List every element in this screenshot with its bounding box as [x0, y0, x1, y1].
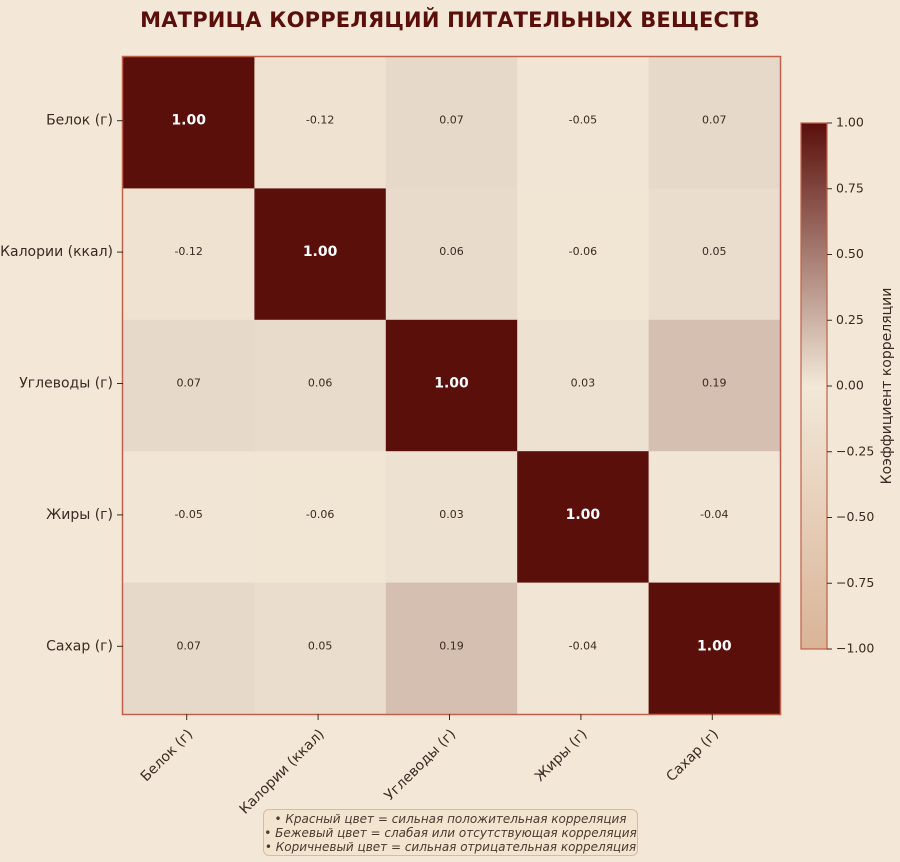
colorbar-tick-label: −0.50	[836, 509, 874, 524]
legend-note-negative: • Коричневый цвет = сильная отрицательна…	[264, 840, 637, 854]
colorbar-tick-label: 0.00	[836, 378, 864, 393]
cell-value-label: -0.05	[174, 508, 202, 521]
column-label: Углеводы (г)	[382, 726, 460, 804]
heatmap-cell	[254, 451, 387, 584]
column-label: Жиры (г)	[532, 726, 591, 785]
heatmap-cell	[517, 188, 650, 321]
heatmap-cell	[123, 188, 255, 321]
chart-title: МАТРИЦА КОРРЕЛЯЦИЙ ПИТАТЕЛЬНЫХ ВЕЩЕСТВ	[140, 8, 760, 32]
heatmap-cell	[648, 582, 781, 715]
heatmap-cell	[517, 582, 650, 715]
cell-value-label: -0.06	[306, 508, 334, 521]
row-label: Углеводы (г)	[19, 376, 113, 392]
colorbar-tick-label: −1.00	[836, 641, 874, 656]
heatmap-cell	[517, 319, 650, 452]
heatmap-cell	[254, 57, 387, 189]
heatmap-cell	[648, 319, 781, 452]
cell-value-label: -0.04	[700, 508, 728, 521]
colorbar-tick-label: −0.75	[836, 575, 874, 590]
column-labels: Белок (г) Калории (ккал) Углеводы (г) Жиры …	[138, 714, 722, 818]
heatmap-cell	[385, 319, 518, 452]
cell-value-label: 0.06	[439, 245, 464, 258]
heatmap-cell	[648, 57, 781, 189]
heatmap-cell	[123, 57, 255, 189]
cell-value-label: -0.05	[569, 114, 597, 127]
cell-value-label: 0.19	[439, 639, 464, 652]
column-label: Белок (г)	[138, 726, 197, 785]
heatmap-cell	[517, 451, 650, 584]
heatmap-cell-labels: 1.00 -0.12 0.07 -0.05 0.07 -0.12 1.00 0.06 -0.06…	[171, 113, 731, 655]
cell-value-label: 1.00	[303, 244, 338, 260]
row-label: Сахар (г)	[46, 638, 113, 654]
cell-value-label: -0.06	[569, 245, 597, 258]
column-label: Калории (ккал)	[237, 726, 328, 817]
heatmap-cell	[385, 188, 518, 321]
heatmap-frame	[121, 55, 782, 716]
heatmap-cell	[385, 451, 518, 584]
heatmap-cell	[254, 582, 387, 715]
row-label: Жиры (г)	[46, 507, 113, 523]
colorbar-ticks: 1.00 0.75 0.50 0.25 0.00 −0.25 −0.50 −0.75 −1.00	[827, 115, 874, 656]
legend-note-positive: • Красный цвет = сильная положительная к…	[274, 812, 627, 826]
colorbar-tick-label: 0.25	[836, 312, 864, 327]
cell-value-label: -0.12	[174, 245, 202, 258]
cell-value-label: 0.03	[571, 377, 596, 390]
heatmap-cell	[385, 582, 518, 715]
cell-value-label: 0.05	[702, 245, 727, 258]
heatmap-cell	[648, 188, 781, 321]
row-label: Белок (г)	[46, 113, 113, 129]
heatmap-cell	[254, 319, 387, 452]
cell-value-label: 0.19	[702, 377, 727, 390]
colorbar-tick-label: 1.00	[836, 115, 864, 130]
cell-value-label: 1.00	[434, 376, 469, 392]
cell-value-label: 1.00	[697, 638, 732, 654]
heatmap-cell	[254, 188, 387, 321]
cell-value-label: -0.12	[306, 114, 334, 127]
heatmap-cell	[123, 451, 255, 584]
heatmap-cell	[517, 57, 650, 189]
cell-value-label: 0.07	[176, 377, 201, 390]
colorbar-label: Коэффициент корреляции	[879, 288, 895, 485]
cell-value-label: 1.00	[171, 113, 206, 129]
heatmap-cell	[123, 319, 255, 452]
cell-value-label: 0.07	[702, 114, 727, 127]
cell-value-label: 0.06	[308, 377, 333, 390]
heatmap-cell	[648, 451, 781, 584]
row-labels: Белок (г) Калории (ккал) Углеводы (г) Жиры …	[0, 113, 123, 654]
row-label: Калории (ккал)	[0, 244, 113, 260]
colorbar	[800, 122, 828, 650]
colorbar-tick-label: 0.50	[836, 246, 864, 261]
colorbar-tick-label: 0.75	[836, 180, 864, 195]
colorbar-gradient	[800, 122, 828, 650]
color-legend-note: • Красный цвет = сильная положительная к…	[263, 809, 638, 856]
cell-value-label: 0.07	[176, 639, 201, 652]
column-label: Сахар (г)	[663, 726, 722, 785]
legend-note-neutral: • Бежевый цвет = слабая или отсутствующа…	[264, 826, 637, 840]
colorbar-tick-label: −0.25	[836, 443, 874, 458]
heatmap-cell	[385, 57, 518, 189]
cell-value-label: 1.00	[566, 507, 601, 523]
cell-value-label: -0.04	[569, 639, 597, 652]
cell-value-label: 0.03	[439, 508, 464, 521]
cell-value-label: 0.07	[439, 114, 464, 127]
heatmap-cell	[123, 582, 255, 715]
cell-value-label: 0.05	[308, 639, 333, 652]
heatmap-cells	[123, 57, 781, 715]
